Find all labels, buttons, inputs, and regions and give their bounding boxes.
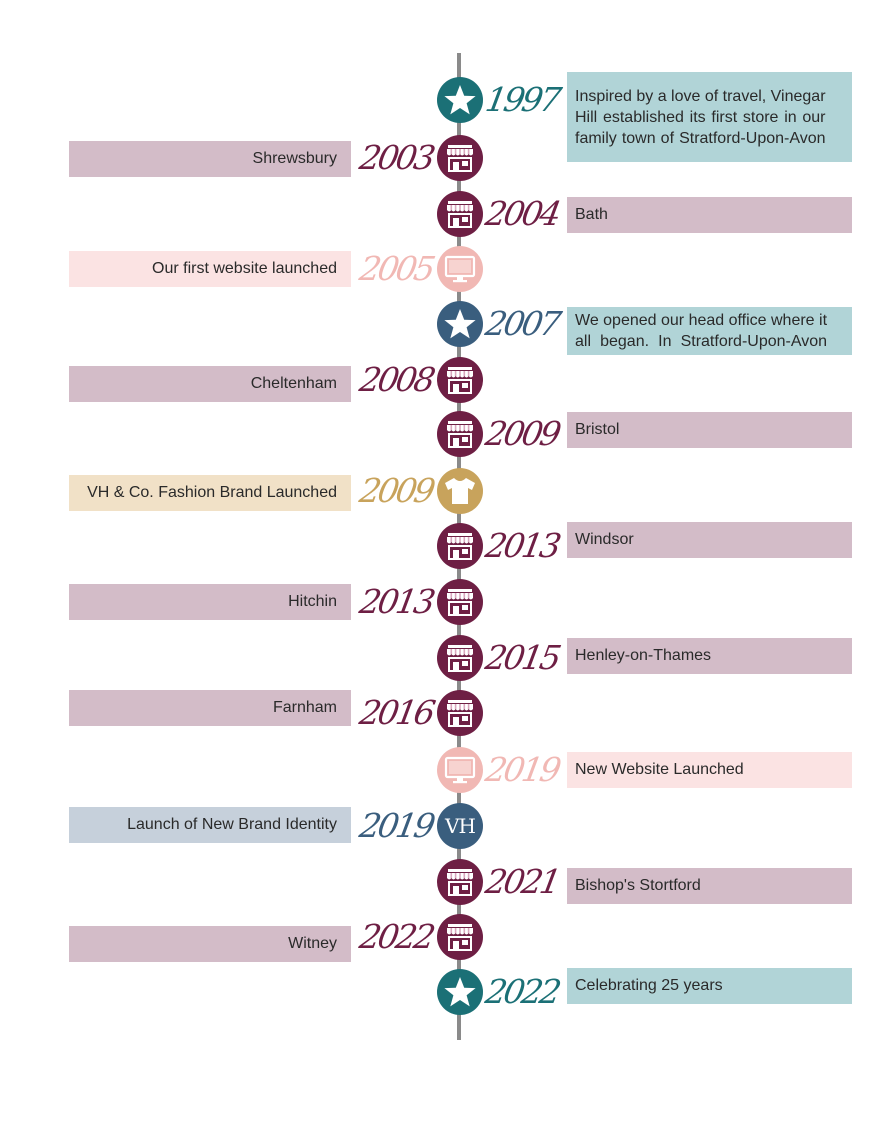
- event-year: 2013: [482, 526, 562, 565]
- event-description: Shrewsbury: [69, 141, 351, 177]
- event-description: Henley-on-Thames: [567, 638, 852, 674]
- event-description-line: Bishop's Stortford: [575, 877, 701, 894]
- event-description-text: Celebrating 25 years: [575, 977, 723, 995]
- event-year: 2009: [482, 414, 562, 453]
- event-description-line: Cheltenham: [250, 375, 337, 392]
- event-description-text: Bath: [575, 206, 608, 224]
- event-description: Bristol: [567, 412, 852, 448]
- event-year: 2009: [356, 471, 436, 510]
- event-description-text: Cheltenham: [251, 375, 337, 393]
- event-description-text: Our first website launched: [152, 260, 337, 278]
- event-description-text: Witney: [288, 935, 337, 953]
- event-year: 1997: [482, 80, 562, 119]
- event-description-line: family town of Stratford-Upon-Avon: [575, 129, 826, 147]
- event-year: 2015: [482, 638, 562, 677]
- event-year: 2003: [356, 138, 436, 177]
- event-description-text: Farnham: [273, 699, 337, 717]
- star-icon: [437, 969, 483, 1015]
- event-description-line: New Website Launched: [575, 761, 744, 778]
- tshirt-icon: [437, 468, 483, 514]
- event-year: 2022: [482, 972, 562, 1011]
- event-description-text: Launch of New Brand Identity: [127, 816, 337, 834]
- event-year: 2019: [482, 750, 562, 789]
- event-description: Our first website launched: [69, 251, 351, 287]
- event-description: Witney: [69, 926, 351, 962]
- event-description: Launch of New Brand Identity: [69, 807, 351, 843]
- event-description: Bath: [567, 197, 852, 233]
- event-year: 2005: [356, 249, 436, 288]
- event-description-text: VH & Co. Fashion Brand Launched: [87, 484, 337, 502]
- event-description: Inspired by a love of travel, Vinegar Hil…: [567, 72, 852, 162]
- event-description-text: We opened our head office where it all be…: [575, 310, 827, 352]
- event-description: Cheltenham: [69, 366, 351, 402]
- monitor-icon: [437, 747, 483, 793]
- event-year: 2004: [482, 194, 562, 233]
- event-year: 2016: [356, 693, 436, 732]
- store-icon: [437, 635, 483, 681]
- event-description-text: Henley-on-Thames: [575, 647, 711, 665]
- store-icon: [437, 411, 483, 457]
- event-description-line: Hill established its first store in our: [575, 108, 826, 126]
- event-description-text: New Website Launched: [575, 761, 744, 779]
- event-description: Bishop's Stortford: [567, 868, 852, 904]
- event-year: 2019: [356, 806, 436, 845]
- store-icon: [437, 914, 483, 960]
- event-year: 2007: [482, 304, 562, 343]
- store-icon: [437, 357, 483, 403]
- monitor-icon: [437, 246, 483, 292]
- event-description-line: Farnham: [272, 699, 337, 716]
- event-description-line: Our first website launched: [152, 260, 337, 277]
- event-description-line: Bath: [575, 206, 608, 223]
- event-description-line: Henley-on-Thames: [575, 647, 712, 664]
- event-description-line: Inspired by a love of travel, Vinegar: [575, 87, 826, 105]
- store-icon: [437, 579, 483, 625]
- store-icon: [437, 135, 483, 181]
- event-description-line: We opened our head office where it: [575, 312, 828, 329]
- event-description-line: Windsor: [575, 531, 634, 548]
- event-description-text: Bristol: [575, 421, 619, 439]
- vh-monogram-text: VH: [444, 814, 475, 838]
- event-year: 2008: [356, 360, 436, 399]
- event-description-text: Shrewsbury: [253, 150, 337, 168]
- event-description-line: Launch of New Brand Identity: [127, 816, 337, 833]
- event-description-text: Windsor: [575, 531, 634, 549]
- event-description-line: Witney: [288, 935, 337, 952]
- event-description-line: VH & Co. Fashion Brand Launched: [87, 484, 337, 501]
- event-description: Farnham: [69, 690, 351, 726]
- store-icon: [437, 859, 483, 905]
- event-year: 2021: [482, 862, 562, 901]
- event-description-text: Inspired by a love of travel, Vinegar Hil…: [575, 86, 826, 149]
- event-year: 2022: [356, 917, 436, 956]
- star-icon: [437, 77, 483, 123]
- event-description-line: all began. In Stratford-Upon-Avon: [575, 333, 828, 350]
- event-description: VH & Co. Fashion Brand Launched: [69, 475, 351, 511]
- event-description-text: Hitchin: [288, 593, 337, 611]
- event-description-text: Bishop's Stortford: [575, 877, 701, 895]
- event-description-line: Bristol: [575, 421, 620, 438]
- event-description-line: Hitchin: [288, 593, 337, 610]
- event-description: New Website Launched: [567, 752, 852, 788]
- event-description: Celebrating 25 years: [567, 968, 852, 1004]
- store-icon: [437, 523, 483, 569]
- event-description: Windsor: [567, 522, 852, 558]
- store-icon: [437, 690, 483, 736]
- store-icon: [437, 191, 483, 237]
- event-description: Hitchin: [69, 584, 351, 620]
- star-icon: [437, 301, 483, 347]
- vh-monogram-icon: VH: [437, 803, 483, 849]
- event-year: 2013: [356, 582, 436, 621]
- event-description: We opened our head office where it all be…: [567, 307, 852, 355]
- event-description-line: Shrewsbury: [252, 150, 337, 167]
- event-description-line: Celebrating 25 years: [575, 977, 723, 994]
